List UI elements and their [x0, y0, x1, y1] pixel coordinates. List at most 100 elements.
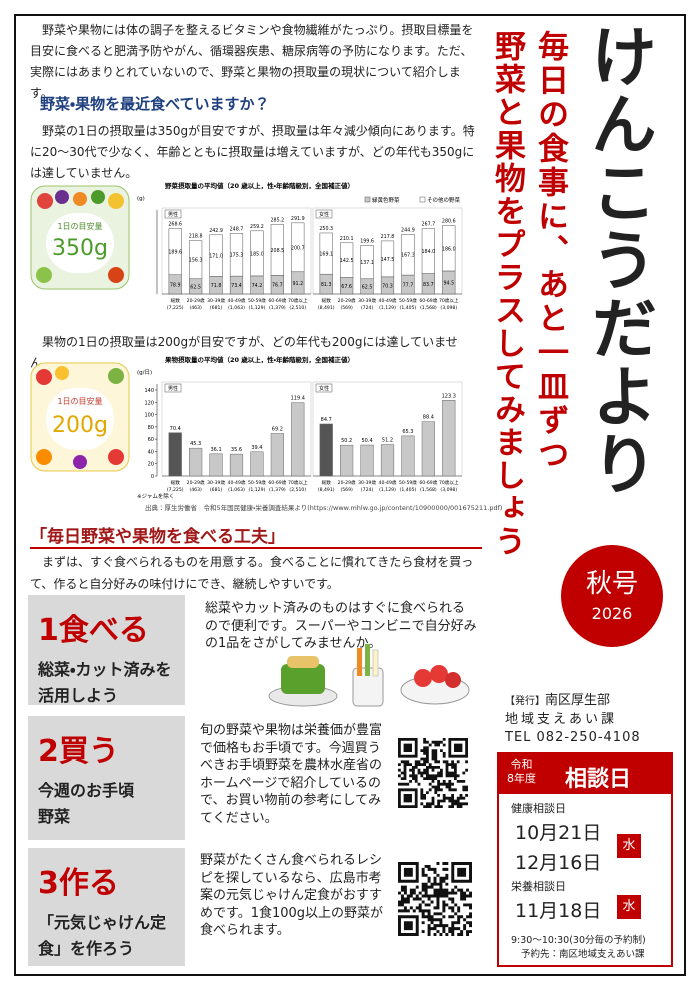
qr-code[interactable] [398, 738, 468, 808]
catch-line: 毎日の食事に、あと一皿ずつ [532, 30, 568, 472]
tomato [414, 669, 432, 687]
x-tick-n: (1,129) [249, 487, 266, 493]
x-tick-n: (463) [189, 305, 202, 311]
bar-segment [360, 245, 374, 280]
total-label: 210.1 [340, 236, 354, 242]
x-tick-label: 70歳以上 [288, 479, 308, 486]
x-tick-n: (1,379) [269, 305, 286, 311]
bar-segment [209, 234, 223, 277]
veg-icon [91, 190, 105, 204]
tips-heading: 「毎日野菜や果物を食べる工夫」 [30, 527, 285, 547]
legend-swatch [419, 196, 426, 203]
value-label: 65.3 [402, 429, 413, 435]
consult-date: 11月18日 [515, 900, 602, 922]
stick [357, 648, 362, 676]
tip-title: 3作る [38, 858, 185, 902]
x-tick-n: (2,510) [289, 487, 306, 493]
panel-name: 男性 [168, 211, 178, 218]
segment-label: 70.3 [382, 283, 393, 289]
bar-segment [229, 233, 244, 277]
value-label: 50.2 [341, 438, 352, 444]
panel-name: 男性 [168, 385, 178, 392]
tip-title: 2買う [38, 726, 185, 770]
bar-segment [340, 242, 354, 278]
legend-label: その他の野菜 [427, 196, 461, 204]
catch-line: 野菜と果物をプラスしてみましょう [489, 30, 525, 558]
x-tick-label: 総数 [171, 479, 181, 486]
bar [189, 447, 203, 477]
issue-badge: 秋号 2026 [561, 545, 663, 647]
segment-label: 62.5 [190, 284, 201, 290]
year: 8年度 [507, 772, 536, 785]
veg-icon [108, 267, 124, 283]
tip-sub: 「元気じゃけん定食」を作ろう [38, 913, 167, 958]
legend-swatch [364, 196, 371, 203]
x-tick-n: (7,225) [167, 305, 184, 311]
bar-segment [380, 240, 395, 278]
x-tick-label: 40-49歳 [379, 479, 397, 486]
tip-sub: 今週のお手頃野菜 [38, 781, 135, 826]
x-tick-n: (1,405) [400, 487, 417, 493]
x-tick-label: 40-49歳 [379, 297, 397, 304]
tip-sub: 総菜・カット済みを活用しよう [38, 660, 172, 705]
total-label: 248.7 [230, 226, 244, 232]
bar-segment [421, 228, 435, 274]
x-tick-n: (724) [361, 305, 374, 311]
issue-year: 2026 [591, 604, 633, 623]
veg-icon [108, 193, 124, 209]
section-name: 健康相談日 [511, 802, 566, 815]
segment-label: 71.8 [211, 283, 222, 289]
x-tick-n: (681) [210, 305, 223, 311]
segment-label: 62.5 [362, 284, 373, 290]
issuer-label: 【発行】 [505, 696, 545, 707]
x-tick-n: (1,568) [420, 487, 437, 493]
panel-name: 女性 [319, 385, 329, 392]
x-tick-label: 30-39歳 [358, 297, 376, 304]
fruit-icon [36, 369, 52, 385]
y-tick-label: 60 [148, 437, 154, 443]
consult-box: 令和 8年度 相談日 健康相談日 10月21日 12月16日 水 栄養相談日 11… [497, 752, 673, 967]
fruit-chart: 果物摂取量の平均値（20 歳以上，性・年齢階級別，全国補正値） (g/日) 0 20 4… [137, 355, 463, 500]
bar [250, 451, 264, 477]
tip-verb: 食べる [58, 613, 149, 648]
section-name: 栄養相談日 [511, 880, 566, 893]
issuer-tel: TEL 082-250-4108 [505, 730, 641, 745]
segment-label: 147.5 [381, 257, 395, 263]
x-tick-n: (1,405) [400, 305, 417, 311]
segment-label: 184.0 [421, 249, 435, 255]
y-tick-label: 120 [144, 400, 154, 406]
x-tick-label: 総数 [322, 479, 332, 486]
bar [360, 444, 374, 477]
qr-modules [398, 862, 472, 936]
veg-text: 野菜の1日の摂取量は350gが目安ですが、摂取量は年々減少傾向にあります。特に2… [30, 124, 475, 180]
value-label: 119.4 [291, 396, 305, 402]
y-tick-label: 100 [144, 413, 154, 419]
badge-center [46, 213, 114, 273]
x-tick-n: (681) [210, 487, 223, 493]
veg-icon [55, 190, 69, 204]
bar [168, 432, 182, 477]
issuer: 【発行】南区厚生部 地域支えあい課 TEL 082-250-4108 [505, 692, 641, 747]
consult-title: 相談日 [565, 767, 632, 792]
qr-code[interactable] [398, 862, 472, 936]
x-tick-n: (724) [361, 487, 374, 493]
total-label: 242.9 [209, 228, 223, 234]
segment-label: 78.9 [170, 282, 181, 288]
tip-verb: 作る [58, 866, 119, 901]
x-tick-n: (1,129) [249, 305, 266, 311]
panel-tag [164, 383, 182, 393]
bar [380, 444, 395, 477]
segment-label: 83.7 [423, 282, 434, 288]
value-label: 36.1 [211, 447, 222, 453]
panel-tag [164, 209, 182, 219]
bar [401, 435, 415, 477]
y-tick-label: 80 [148, 425, 154, 431]
bar [421, 421, 435, 477]
x-tick-label: 40-49歳 [228, 479, 246, 486]
panel-name: 女性 [319, 211, 329, 218]
panel-tag [315, 383, 333, 393]
y-tick-label: 140 [144, 388, 154, 394]
x-tick-label: 30-39歳 [207, 297, 225, 304]
tip-number: 1 [38, 613, 59, 648]
issue-season: 秋号 [585, 569, 638, 599]
